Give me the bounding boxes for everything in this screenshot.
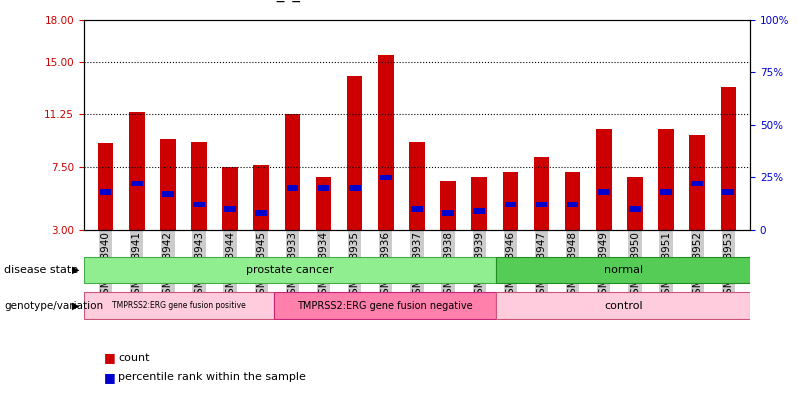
Bar [84, 292, 275, 319]
Bar [162, 191, 174, 197]
Text: ▶: ▶ [72, 265, 80, 275]
Bar [380, 174, 392, 180]
Bar [567, 202, 579, 208]
Bar [285, 114, 300, 230]
Bar [318, 185, 330, 191]
Bar [721, 87, 736, 230]
Bar [689, 134, 705, 230]
Bar [223, 167, 238, 230]
Bar [275, 292, 496, 319]
Bar [496, 292, 750, 319]
Bar [349, 185, 361, 191]
Bar [440, 181, 456, 230]
Bar [627, 176, 642, 230]
Bar [255, 210, 267, 216]
Text: TMPRSS2:ERG gene fusion negative: TMPRSS2:ERG gene fusion negative [298, 301, 473, 310]
Bar [100, 189, 112, 195]
Text: ▶: ▶ [72, 301, 80, 310]
Text: normal: normal [603, 265, 642, 275]
Text: prostate cancer: prostate cancer [247, 265, 334, 275]
Bar [409, 141, 425, 230]
Bar [503, 173, 518, 230]
Bar [504, 202, 516, 208]
Bar [254, 165, 269, 230]
Text: count: count [118, 353, 149, 363]
Bar [722, 189, 734, 195]
Bar [472, 176, 487, 230]
Bar [131, 181, 143, 186]
Bar [660, 189, 672, 195]
Bar [442, 210, 454, 216]
Text: ■: ■ [104, 351, 116, 364]
Bar [160, 139, 176, 230]
Bar [598, 189, 610, 195]
Bar [596, 129, 611, 230]
Text: TMPRSS2:ERG gene fusion positive: TMPRSS2:ERG gene fusion positive [112, 301, 246, 310]
Bar [535, 202, 547, 208]
Bar [192, 141, 207, 230]
Bar [411, 206, 423, 211]
Text: percentile rank within the sample: percentile rank within the sample [118, 372, 306, 382]
Bar [473, 208, 485, 214]
Bar [98, 143, 113, 230]
Bar [286, 185, 298, 191]
Bar [378, 55, 393, 230]
Text: GDS4824 / 244799_s_at: GDS4824 / 244799_s_at [132, 0, 315, 2]
Bar [129, 112, 144, 230]
Text: disease state: disease state [4, 265, 78, 275]
Bar [565, 173, 580, 230]
Bar [316, 176, 331, 230]
Text: genotype/variation: genotype/variation [4, 301, 103, 310]
Bar [347, 76, 362, 230]
Bar [496, 257, 750, 283]
Bar [658, 129, 674, 230]
Bar [193, 202, 205, 208]
Bar [691, 181, 703, 186]
Bar [534, 157, 549, 230]
Bar [629, 206, 641, 211]
Bar [84, 257, 496, 283]
Text: ■: ■ [104, 371, 116, 384]
Text: control: control [604, 301, 642, 310]
Bar [224, 206, 236, 211]
